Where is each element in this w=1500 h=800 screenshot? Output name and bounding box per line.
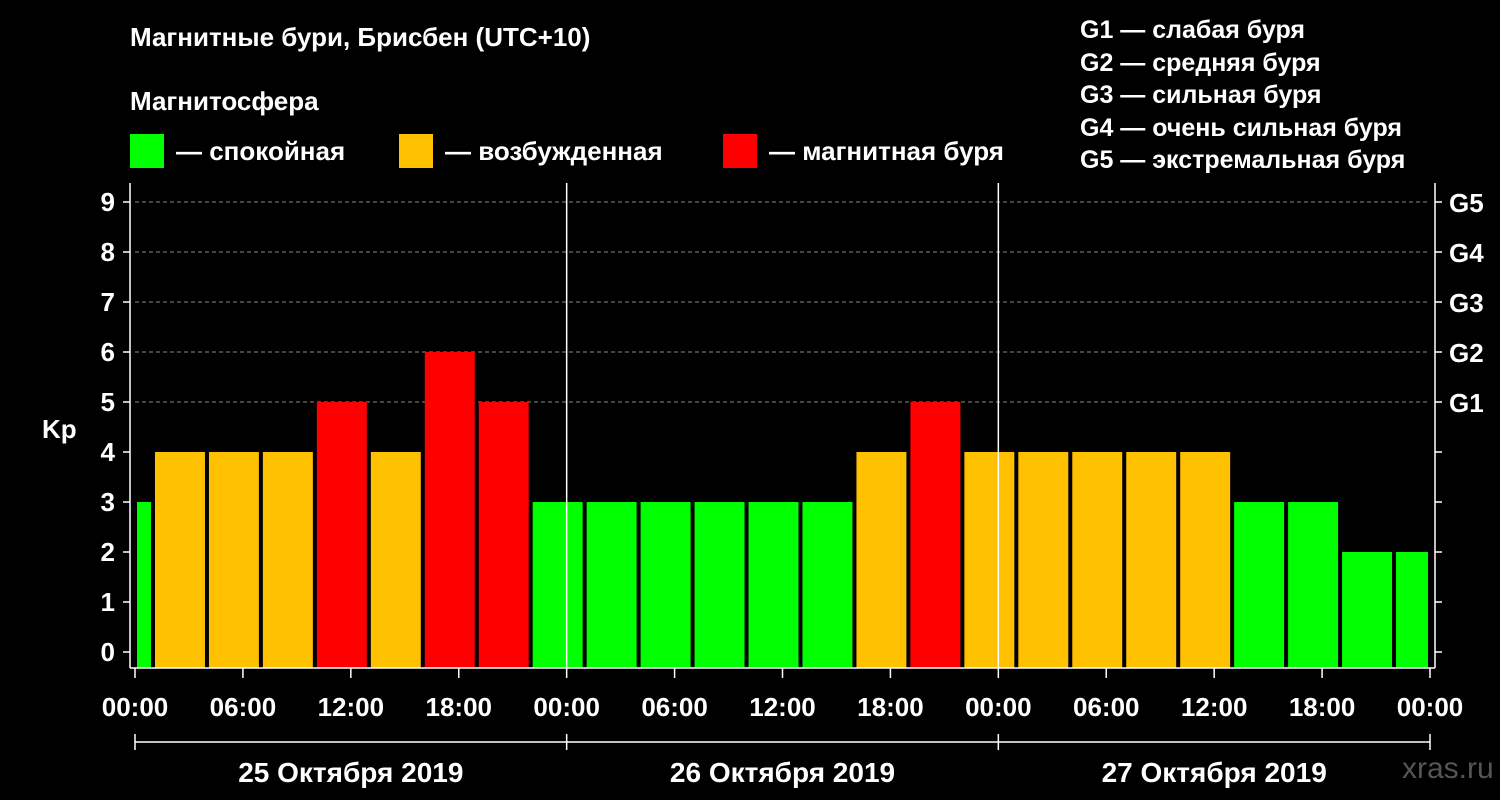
g-scale-item: G5 — экстремальная буря	[1080, 146, 1406, 174]
legend-item-storm: — магнитная буря	[723, 134, 1004, 168]
g-axis-label: G3	[1449, 288, 1484, 318]
kp-bar	[1234, 502, 1285, 668]
kp-bar	[910, 402, 961, 668]
kp-bar	[1288, 502, 1339, 668]
kp-bar	[964, 452, 1015, 668]
g-axis-label: G5	[1449, 188, 1484, 218]
kp-bar	[424, 352, 475, 668]
legend-label-quiet: — спокойная	[176, 135, 346, 166]
y-tick-label: 5	[101, 387, 115, 417]
x-tick-label: 12:00	[1181, 692, 1248, 722]
legend-item-active: — возбужденная	[399, 134, 663, 168]
kp-bar	[802, 502, 853, 668]
y-tick-label: 0	[101, 637, 115, 667]
kp-bar	[478, 402, 529, 668]
kp-bar	[748, 502, 799, 668]
g-scale-item: G1 — слабая буря	[1080, 16, 1306, 44]
x-tick-label: 18:00	[857, 692, 924, 722]
legend-swatch-quiet	[130, 134, 164, 168]
kp-bar	[856, 452, 907, 668]
kp-bar	[370, 452, 421, 668]
legend-label-active: — возбужденная	[445, 135, 663, 166]
kp-bar	[1396, 552, 1428, 668]
kp-bar	[1342, 552, 1393, 668]
x-tick-label: 00:00	[102, 692, 169, 722]
y-axis-title: Kp	[42, 414, 77, 444]
y-tick-label: 1	[101, 587, 115, 617]
kp-bar	[1018, 452, 1069, 668]
x-tick-label: 18:00	[1289, 692, 1356, 722]
kp-bar	[640, 502, 691, 668]
kp-bar	[137, 502, 151, 668]
y-tick-label: 6	[101, 337, 115, 367]
x-tick-label: 06:00	[210, 692, 277, 722]
watermark: xras.ru	[1402, 752, 1494, 785]
kp-bar	[154, 452, 205, 668]
day-label: 27 Октября 2019	[1102, 757, 1327, 788]
legend-item-quiet: — спокойная	[130, 134, 345, 168]
x-tick-label: 06:00	[641, 692, 708, 722]
y-tick-label: 7	[101, 287, 115, 317]
kp-bar	[586, 502, 637, 668]
y-tick-label: 8	[101, 237, 115, 267]
g-axis-label: G2	[1449, 338, 1484, 368]
x-tick-label: 00:00	[965, 692, 1032, 722]
g-axis-label: G4	[1449, 238, 1484, 268]
x-tick-label: 00:00	[1397, 692, 1464, 722]
kp-bar	[262, 452, 313, 668]
y-tick-label: 2	[101, 537, 115, 567]
y-tick-label: 4	[101, 437, 116, 467]
x-tick-label: 12:00	[318, 692, 385, 722]
kp-bar	[694, 502, 745, 668]
g-scale-item: G3 — сильная буря	[1080, 81, 1322, 109]
kp-bar	[1072, 452, 1123, 668]
x-tick-label: 12:00	[749, 692, 816, 722]
legend-heading: Магнитосфера	[130, 86, 319, 116]
legend-swatch-active	[399, 134, 433, 168]
day-label: 26 Октября 2019	[670, 757, 895, 788]
day-label: 25 Октября 2019	[238, 757, 463, 788]
legend-swatch-storm	[723, 134, 757, 168]
y-tick-label: 3	[101, 487, 115, 517]
g-scale-item: G4 — очень сильная буря	[1080, 113, 1402, 142]
g-scale-legend: G1 — слабая буря G2 — средняя буря G3 — …	[1080, 14, 1405, 177]
kp-bar	[1126, 452, 1177, 668]
y-tick-label: 9	[101, 187, 115, 217]
x-tick-label: 00:00	[533, 692, 600, 722]
g-scale-item: G2 — средняя буря	[1080, 48, 1321, 77]
chart-title: Магнитные бури, Брисбен (UTC+10)	[130, 22, 591, 52]
legend-label-storm: — магнитная буря	[769, 135, 1004, 166]
x-tick-label: 18:00	[426, 692, 493, 722]
g-axis-label: G1	[1449, 388, 1484, 418]
kp-bar	[1180, 452, 1231, 668]
kp-bar	[532, 502, 583, 668]
kp-bar	[316, 402, 367, 668]
kp-bar	[208, 452, 259, 668]
x-tick-label: 06:00	[1073, 692, 1140, 722]
